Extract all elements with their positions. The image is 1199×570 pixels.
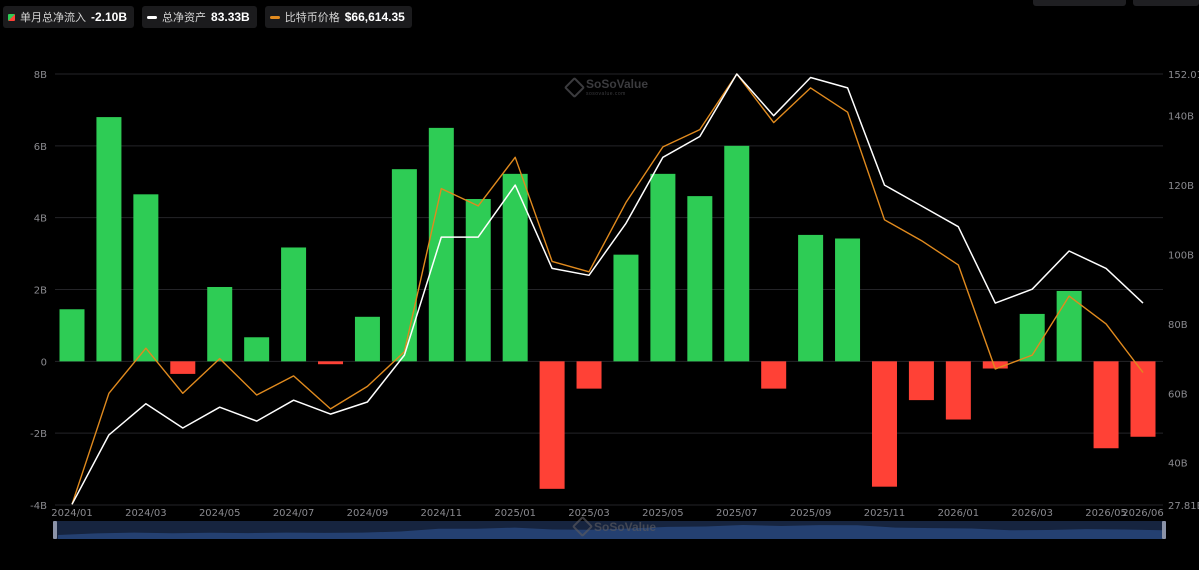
navigator-area xyxy=(58,525,1162,539)
bar xyxy=(576,361,602,389)
y-left-tick-label: -2B xyxy=(30,429,47,440)
net-inflow-swatch xyxy=(8,13,15,21)
navigator-handle-left[interactable] xyxy=(53,521,57,539)
bar xyxy=(945,361,971,420)
bar xyxy=(761,361,787,389)
x-tick-label: 2024/09 xyxy=(347,508,389,519)
legend-label: 总净资产 xyxy=(162,11,207,24)
x-tick-label: 2024/05 xyxy=(199,508,241,519)
legend-item-total-net-assets[interactable]: 总净资产 83.33B xyxy=(142,6,257,28)
x-tick-label: 2025/01 xyxy=(494,508,536,519)
x-tick-label: 2025/09 xyxy=(790,508,832,519)
legend-value: -2.10B xyxy=(91,10,128,24)
legend-value: $66,614.35 xyxy=(344,10,405,24)
y-right-tick-label: 60B xyxy=(1168,389,1188,400)
bar xyxy=(354,316,380,362)
x-tick-label: 2026/01 xyxy=(938,508,980,519)
x-tick-label: 2024/03 xyxy=(125,508,167,519)
bar xyxy=(724,145,750,362)
bar xyxy=(428,127,454,362)
x-tick-label: 2025/05 xyxy=(642,508,684,519)
x-tick-label: 2024/07 xyxy=(273,508,315,519)
y-right-tick-label: 80B xyxy=(1168,320,1188,331)
bar xyxy=(650,173,676,362)
y-right-tick-label: 100B xyxy=(1168,250,1194,261)
navigator-handle-right[interactable] xyxy=(1162,521,1166,539)
x-tick-label: 2026/03 xyxy=(1011,508,1053,519)
x-tick-label: 2026/06 xyxy=(1122,508,1164,519)
watermark-navigator: SoSoValue xyxy=(571,515,656,538)
watermark: SoSoValue sosovalue.com xyxy=(563,76,648,98)
bar xyxy=(465,198,491,362)
legend-value: 83.33B xyxy=(211,10,250,24)
toolbar-button[interactable] xyxy=(1133,0,1199,6)
bar xyxy=(318,361,344,365)
legend-label: 单月总净流入 xyxy=(20,11,86,24)
bar xyxy=(170,361,196,374)
sosovalue-logo-icon xyxy=(571,515,594,538)
bar xyxy=(835,238,861,362)
y-left-tick-label: -4B xyxy=(30,501,47,512)
bar xyxy=(871,361,897,487)
y-right-tick-label: 152.01B xyxy=(1168,70,1199,81)
y-right-tick-label: 140B xyxy=(1168,112,1194,123)
legend-item-net-inflow[interactable]: 单月总净流入 -2.10B xyxy=(3,6,135,28)
legend: 单月总净流入 -2.10B 总净资产 83.33B 比特币价格 $66,614.… xyxy=(0,0,412,34)
y-left-tick-label: 0 xyxy=(41,357,47,368)
btc-price-swatch xyxy=(269,15,280,19)
bar xyxy=(798,234,824,362)
sosovalue-logo-icon xyxy=(563,76,586,98)
bar xyxy=(613,254,639,362)
bar xyxy=(502,173,528,362)
btc-price-line xyxy=(71,73,1144,505)
y-left-tick-label: 4B xyxy=(34,214,47,225)
bar xyxy=(96,117,122,362)
bar xyxy=(244,337,270,362)
bar xyxy=(539,361,565,489)
bar xyxy=(982,361,1008,369)
legend-label: 比特币价格 xyxy=(284,11,340,24)
bar xyxy=(1056,290,1082,362)
x-tick-label: 2025/07 xyxy=(716,508,758,519)
x-tick-label: 2025/11 xyxy=(864,508,906,519)
legend-item-btc-price[interactable]: 比特币价格 $66,614.35 xyxy=(264,6,412,28)
toolbar-button[interactable] xyxy=(1033,0,1126,6)
y-left-tick-label: 2B xyxy=(34,286,47,297)
bar xyxy=(59,309,85,362)
bar xyxy=(391,169,417,362)
x-tick-label: 2024/01 xyxy=(51,508,93,519)
x-tick-label: 2025/03 xyxy=(568,508,610,519)
y-left-tick-label: 6B xyxy=(34,142,47,153)
bar xyxy=(1093,361,1119,449)
bar xyxy=(1130,361,1156,437)
x-tick-label: 2026/05 xyxy=(1085,508,1127,519)
y-right-tick-label: 120B xyxy=(1168,181,1194,192)
total-net-assets-line xyxy=(71,73,1144,505)
y-left-tick-label: 8B xyxy=(34,70,47,81)
bar xyxy=(687,196,713,362)
y-right-tick-label: 40B xyxy=(1168,459,1188,470)
bar xyxy=(908,361,934,401)
bar xyxy=(281,247,307,362)
bar xyxy=(133,194,159,362)
bar xyxy=(1019,313,1045,362)
y-right-tick-label: 27.81B xyxy=(1168,501,1199,512)
bar xyxy=(207,286,233,362)
total-net-assets-swatch xyxy=(147,15,158,19)
x-tick-label: 2024/11 xyxy=(421,508,463,519)
